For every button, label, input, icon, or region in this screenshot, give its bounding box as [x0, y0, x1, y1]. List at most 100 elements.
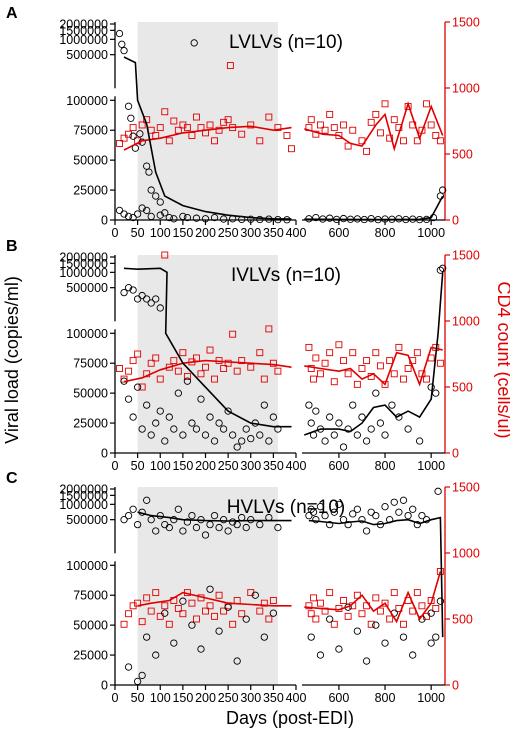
cd4-point — [436, 359, 444, 367]
cd4-point — [247, 363, 255, 371]
viral-point — [219, 516, 228, 524]
panel-B: 0250005000075000100000500000100000015000… — [6, 238, 480, 473]
viral-point — [192, 523, 201, 532]
viral-point — [305, 511, 313, 520]
cd4-point — [363, 357, 371, 365]
cd4-point — [265, 325, 273, 333]
cd4-point — [307, 116, 315, 124]
viral-point — [124, 102, 133, 110]
y-tick-label-left: 100000 — [66, 94, 108, 108]
y-tick-label-right: 0 — [452, 447, 459, 461]
cd4-point — [372, 110, 380, 118]
cd4-point — [233, 367, 241, 375]
cd4-point — [269, 597, 277, 604]
viral-point — [179, 431, 187, 439]
cd4-point — [390, 370, 398, 378]
cd4-point — [427, 121, 435, 129]
cd4-point — [165, 620, 173, 628]
cd4-point — [418, 602, 426, 610]
cd4-point — [265, 615, 273, 623]
y-tick-label-left: 25000 — [73, 184, 108, 198]
x-axis-label: Days (post-EDI) — [226, 708, 354, 728]
viral-point — [269, 609, 278, 617]
viral-point — [260, 633, 268, 641]
cd4-point — [156, 375, 164, 383]
viral-point — [156, 304, 164, 312]
cd4-point — [330, 620, 338, 628]
cd4-point — [265, 113, 273, 121]
y-tick-label-left: 50000 — [73, 154, 108, 168]
cd4-point — [165, 137, 173, 145]
viral-point — [133, 383, 142, 391]
viral-point — [434, 487, 442, 495]
viral-point — [256, 431, 264, 439]
cd4-point — [305, 602, 313, 610]
y-tick-label-left: 0 — [101, 214, 108, 228]
viral-point — [143, 401, 151, 409]
x-tick-label: 250 — [218, 459, 239, 473]
y-tick-label-left: 100000 — [66, 327, 108, 341]
viral-point — [152, 295, 160, 303]
cd4-point — [321, 126, 329, 134]
viral-point — [335, 645, 343, 653]
y-tick-label-left: 1500000 — [59, 489, 108, 503]
cd4-point — [170, 117, 178, 125]
y-tick-label-left: 0 — [101, 679, 108, 693]
viral-point — [192, 425, 201, 433]
cd4-point — [120, 375, 128, 383]
viral-point — [127, 114, 135, 122]
viral-point — [170, 215, 178, 223]
viral-point — [183, 518, 192, 526]
cd4-point — [436, 568, 444, 575]
cd4-point — [179, 610, 187, 618]
viral-point — [143, 496, 151, 504]
cd4-point — [120, 134, 128, 142]
viral-point — [247, 434, 255, 443]
cd4-point — [353, 591, 361, 599]
x-tick-label: 300 — [240, 691, 261, 705]
y-tick-label-left: 1000000 — [59, 266, 108, 280]
viral-point — [147, 516, 155, 524]
cd4-point — [307, 365, 315, 372]
panel-title: IVLVs (n=10) — [231, 265, 341, 286]
viral-point — [138, 204, 146, 212]
viral-point — [188, 419, 196, 427]
viral-point — [242, 615, 250, 623]
cd4-point — [179, 349, 187, 357]
viral-point — [124, 663, 133, 671]
viral-point — [353, 505, 362, 513]
cd4-point — [321, 359, 329, 367]
viral-point — [404, 511, 412, 520]
viral-point — [326, 413, 334, 421]
x-tick-label: 200 — [195, 459, 216, 473]
viral-point — [367, 425, 375, 433]
x-tick-label: 150 — [172, 226, 193, 240]
viral-point — [388, 401, 396, 409]
cd4-point — [353, 380, 361, 388]
x-tick-label: 1000 — [417, 459, 445, 473]
cd4-point — [129, 357, 137, 365]
cd4-point — [229, 330, 237, 338]
viral-point — [179, 527, 187, 535]
viral-point — [143, 295, 151, 303]
cd4-point — [274, 124, 282, 132]
y-tick-label-left: 75000 — [73, 589, 108, 603]
viral-point — [413, 520, 421, 529]
cd4-point — [129, 124, 137, 132]
viral-point — [309, 508, 318, 516]
y-tick-label-right: 1000 — [452, 82, 480, 96]
viral-point — [339, 214, 348, 223]
viral-point — [201, 215, 210, 223]
viral-point — [439, 186, 447, 194]
viral-trend-line — [304, 195, 444, 221]
y-tick-label-left: 500000 — [66, 48, 108, 62]
viral-point — [418, 511, 426, 520]
viral-point — [233, 657, 241, 665]
viral-point — [439, 264, 447, 272]
y-tick-label-right: 1500 — [452, 481, 480, 495]
x-tick-label: 350 — [263, 226, 284, 240]
viral-point — [133, 520, 142, 529]
x-tick-label: 100 — [150, 691, 171, 705]
y-axis-label-left: Viral load (copies/ml) — [2, 276, 22, 444]
